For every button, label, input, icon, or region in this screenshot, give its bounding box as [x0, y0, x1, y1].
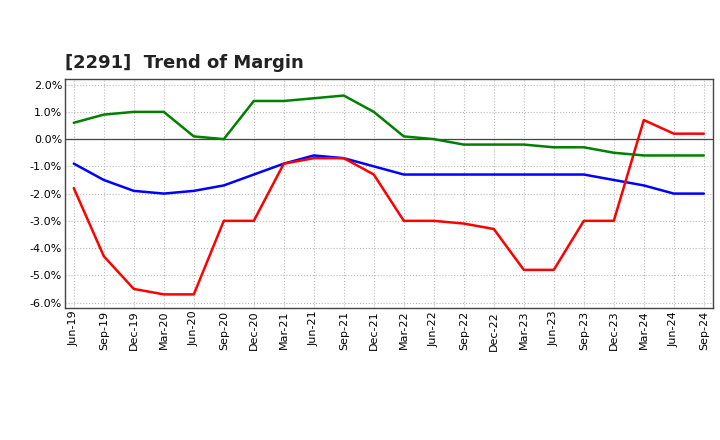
- Ordinary Income: [580, 172, 588, 177]
- Net Income: [580, 218, 588, 224]
- Ordinary Income: [519, 172, 528, 177]
- Operating Cashflow: [580, 145, 588, 150]
- Operating Cashflow: [400, 134, 408, 139]
- Operating Cashflow: [189, 134, 198, 139]
- Operating Cashflow: [429, 136, 438, 142]
- Ordinary Income: [549, 172, 558, 177]
- Operating Cashflow: [490, 142, 498, 147]
- Ordinary Income: [69, 161, 78, 166]
- Ordinary Income: [490, 172, 498, 177]
- Net Income: [310, 156, 318, 161]
- Ordinary Income: [310, 153, 318, 158]
- Ordinary Income: [189, 188, 198, 194]
- Ordinary Income: [400, 172, 408, 177]
- Operating Cashflow: [310, 95, 318, 101]
- Net Income: [609, 218, 618, 224]
- Net Income: [549, 267, 558, 272]
- Net Income: [369, 172, 378, 177]
- Operating Cashflow: [369, 109, 378, 114]
- Operating Cashflow: [519, 142, 528, 147]
- Operating Cashflow: [609, 150, 618, 155]
- Ordinary Income: [699, 191, 708, 196]
- Net Income: [250, 218, 258, 224]
- Net Income: [699, 131, 708, 136]
- Operating Cashflow: [160, 109, 168, 114]
- Net Income: [69, 186, 78, 191]
- Net Income: [429, 218, 438, 224]
- Ordinary Income: [670, 191, 678, 196]
- Operating Cashflow: [459, 142, 468, 147]
- Net Income: [340, 156, 348, 161]
- Operating Cashflow: [699, 153, 708, 158]
- Net Income: [670, 131, 678, 136]
- Operating Cashflow: [639, 153, 648, 158]
- Operating Cashflow: [99, 112, 108, 117]
- Ordinary Income: [250, 172, 258, 177]
- Line: Ordinary Income: Ordinary Income: [73, 155, 703, 194]
- Operating Cashflow: [130, 109, 138, 114]
- Operating Cashflow: [220, 136, 228, 142]
- Operating Cashflow: [250, 99, 258, 104]
- Net Income: [490, 226, 498, 231]
- Ordinary Income: [340, 156, 348, 161]
- Net Income: [459, 221, 468, 226]
- Net Income: [220, 218, 228, 224]
- Net Income: [400, 218, 408, 224]
- Operating Cashflow: [670, 153, 678, 158]
- Net Income: [160, 292, 168, 297]
- Ordinary Income: [609, 177, 618, 183]
- Ordinary Income: [220, 183, 228, 188]
- Ordinary Income: [160, 191, 168, 196]
- Ordinary Income: [99, 177, 108, 183]
- Ordinary Income: [639, 183, 648, 188]
- Net Income: [639, 117, 648, 123]
- Operating Cashflow: [549, 145, 558, 150]
- Line: Operating Cashflow: Operating Cashflow: [73, 95, 703, 155]
- Ordinary Income: [279, 161, 288, 166]
- Net Income: [519, 267, 528, 272]
- Ordinary Income: [369, 164, 378, 169]
- Text: [2291]  Trend of Margin: [2291] Trend of Margin: [65, 54, 304, 72]
- Net Income: [99, 253, 108, 259]
- Operating Cashflow: [340, 93, 348, 98]
- Ordinary Income: [459, 172, 468, 177]
- Net Income: [279, 161, 288, 166]
- Ordinary Income: [130, 188, 138, 194]
- Net Income: [130, 286, 138, 292]
- Line: Net Income: Net Income: [73, 120, 703, 294]
- Ordinary Income: [429, 172, 438, 177]
- Operating Cashflow: [69, 120, 78, 125]
- Net Income: [189, 292, 198, 297]
- Operating Cashflow: [279, 99, 288, 104]
